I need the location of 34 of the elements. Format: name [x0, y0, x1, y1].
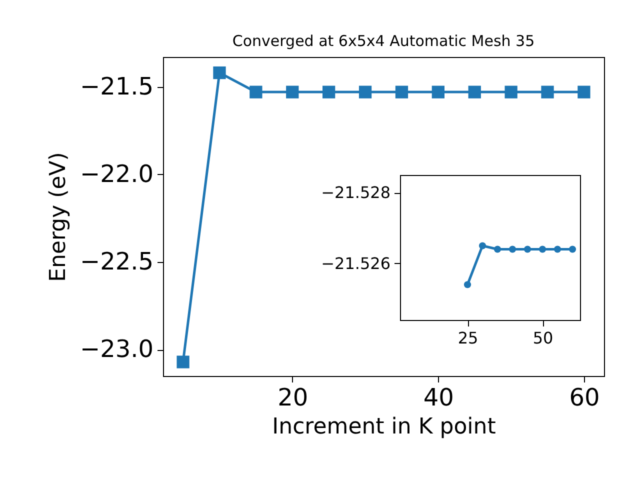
x-tick-label: 60 [569, 384, 600, 412]
x-tick-label: 50 [532, 328, 554, 348]
y-axis-title: Energy (eV) [46, 152, 71, 282]
point [286, 86, 299, 98]
point [504, 86, 518, 98]
point [358, 86, 372, 98]
point [250, 86, 262, 98]
y-tick-label: −23.0 [80, 335, 154, 364]
y-tick-label: −21.526 [321, 254, 390, 273]
chart-title: Converged at 6x5x4 Automatic Mesh 35 [232, 32, 535, 50]
point [568, 246, 576, 253]
point [554, 246, 562, 253]
point [578, 86, 590, 98]
x-axis-title: Increment in K point [272, 414, 496, 440]
point [213, 66, 226, 80]
x-tick-label: 25 [458, 328, 478, 348]
x-tick-label: 40 [423, 384, 454, 412]
point [176, 356, 190, 368]
point [478, 242, 486, 250]
point [524, 246, 532, 253]
y-tick-label: −21.528 [321, 183, 390, 202]
point [464, 281, 472, 288]
point [395, 86, 408, 98]
y-tick-label: −21.5 [80, 72, 154, 100]
point [494, 246, 502, 253]
y-tick-label: −22.5 [80, 248, 154, 276]
point [322, 86, 336, 98]
point [541, 86, 554, 98]
point [508, 246, 516, 253]
point [538, 246, 546, 253]
point [468, 86, 481, 98]
y-tick-label: −22.0 [80, 160, 154, 188]
x-tick-label: 20 [278, 384, 308, 412]
point [432, 86, 444, 98]
